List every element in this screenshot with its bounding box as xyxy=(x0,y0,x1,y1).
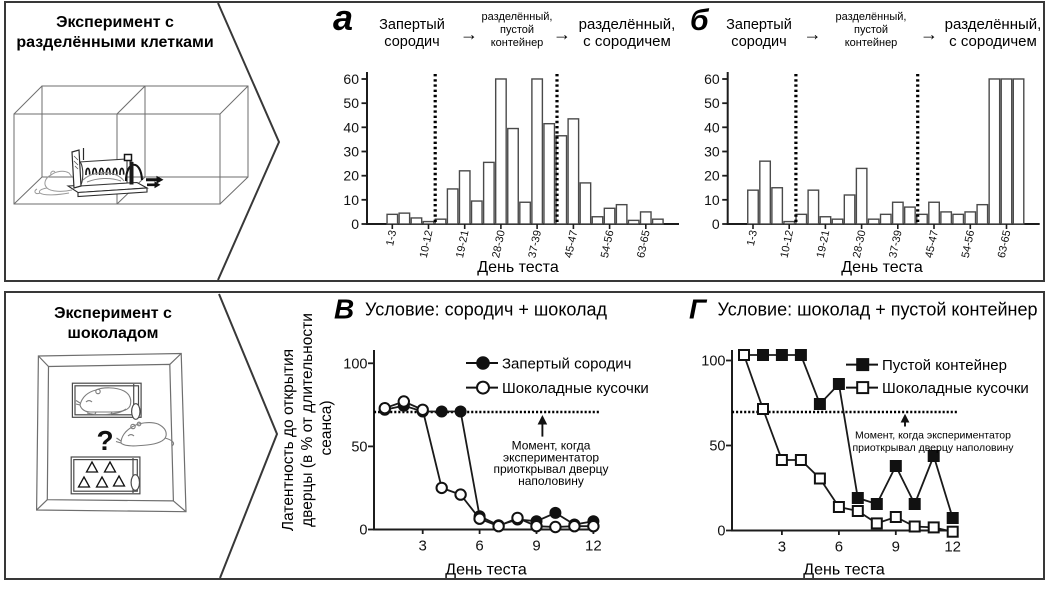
svg-text:приоткрывал дверцу наполовину: приоткрывал дверцу наполовину xyxy=(852,442,1014,454)
svg-text:→: → xyxy=(804,24,822,44)
svg-text:54-56: 54-56 xyxy=(960,229,978,259)
svg-text:День теста: День теста xyxy=(841,259,923,276)
svg-text:50: 50 xyxy=(704,95,720,111)
svg-text:б: б xyxy=(690,4,710,37)
svg-text:Запертый: Запертый xyxy=(726,17,792,33)
svg-text:37-39: 37-39 xyxy=(887,229,905,259)
svg-text:6: 6 xyxy=(475,538,483,555)
svg-text:63-65: 63-65 xyxy=(996,229,1014,259)
svg-text:разделённый,: разделённый, xyxy=(945,16,1042,33)
svg-text:→: → xyxy=(553,24,571,44)
svg-text:28-30: 28-30 xyxy=(490,229,508,259)
svg-text:40: 40 xyxy=(343,119,359,135)
svg-text:45-47: 45-47 xyxy=(923,229,941,259)
svg-text:дверцы (в % от длительности: дверцы (в % от длительности xyxy=(299,313,316,527)
svg-text:30: 30 xyxy=(704,144,720,160)
svg-text:30: 30 xyxy=(343,144,359,160)
svg-text:Пустой контейнер: Пустой контейнер xyxy=(882,357,1007,374)
svg-text:10: 10 xyxy=(343,192,359,208)
svg-text:пустой: пустой xyxy=(854,24,888,36)
svg-text:0: 0 xyxy=(712,216,720,232)
svg-text:100: 100 xyxy=(701,354,725,370)
svg-text:40: 40 xyxy=(704,119,720,135)
svg-text:контейнер: контейнер xyxy=(491,37,544,49)
svg-text:→: → xyxy=(920,24,938,44)
svg-text:а: а xyxy=(333,0,353,38)
svg-text:наполовину: наполовину xyxy=(518,474,584,488)
svg-text:разделёнными клетками: разделёнными клетками xyxy=(16,34,213,51)
svg-text:шоколадом: шоколадом xyxy=(68,325,159,342)
svg-text:19-21: 19-21 xyxy=(454,229,472,259)
svg-text:Эксперимент с: Эксперимент с xyxy=(56,14,174,31)
svg-text:День теста: День теста xyxy=(477,259,559,276)
svg-text:50: 50 xyxy=(709,439,725,455)
svg-text:12: 12 xyxy=(944,539,961,556)
svg-text:Момент, когда: Момент, когда xyxy=(512,439,591,453)
svg-text:100: 100 xyxy=(343,356,367,372)
svg-text:1-3: 1-3 xyxy=(745,229,760,247)
svg-text:с сородичем: с сородичем xyxy=(583,33,671,50)
svg-text:10-12: 10-12 xyxy=(418,229,436,259)
svg-text:37-39: 37-39 xyxy=(526,229,544,259)
svg-text:50: 50 xyxy=(351,439,367,455)
svg-text:1-3: 1-3 xyxy=(384,229,399,247)
svg-text:3: 3 xyxy=(778,539,786,556)
svg-text:Запертый сородич: Запертый сородич xyxy=(502,356,631,373)
svg-text:Эксперимент с: Эксперимент с xyxy=(54,305,172,322)
svg-text:сеанса): сеанса) xyxy=(318,400,335,455)
svg-text:сородич: сородич xyxy=(384,34,439,50)
svg-text:19-21: 19-21 xyxy=(815,229,833,259)
svg-text:Шоколадные кусочки: Шоколадные кусочки xyxy=(882,380,1029,397)
svg-text:Запертый: Запертый xyxy=(379,17,445,33)
svg-text:0: 0 xyxy=(717,524,725,540)
svg-text:9: 9 xyxy=(892,539,900,556)
svg-text:?: ? xyxy=(96,425,113,456)
svg-text:60: 60 xyxy=(704,71,720,87)
svg-text:10: 10 xyxy=(704,192,720,208)
svg-text:разделённый,: разделённый, xyxy=(579,16,676,33)
svg-text:приоткрывал дверцу: приоткрывал дверцу xyxy=(493,462,608,476)
svg-text:63-65: 63-65 xyxy=(635,229,653,259)
svg-text:В: В xyxy=(334,294,354,325)
svg-text:54-56: 54-56 xyxy=(599,229,617,259)
svg-text:с сородичем: с сородичем xyxy=(949,33,1037,50)
svg-text:0: 0 xyxy=(351,216,359,232)
svg-text:20: 20 xyxy=(704,168,720,184)
svg-text:20: 20 xyxy=(343,168,359,184)
svg-text:разделённый,: разделённый, xyxy=(482,11,553,23)
svg-text:контейнер: контейнер xyxy=(845,37,898,49)
svg-text:Латентность до открытия: Латентность до открытия xyxy=(280,349,297,531)
svg-text:разделённый,: разделённый, xyxy=(836,11,907,23)
svg-text:12: 12 xyxy=(585,538,602,555)
svg-text:Условие: шоколад + пустой конт: Условие: шоколад + пустой контейнер xyxy=(718,300,1038,320)
svg-text:→: → xyxy=(460,24,478,44)
svg-text:9: 9 xyxy=(532,538,540,555)
svg-text:3: 3 xyxy=(419,538,427,555)
svg-text:Момент, когда экспериментатор: Момент, когда экспериментатор xyxy=(855,430,1011,442)
svg-text:Шоколадные кусочки: Шоколадные кусочки xyxy=(502,380,649,397)
svg-text:28-30: 28-30 xyxy=(851,229,869,259)
svg-text:День теста: День теста xyxy=(803,562,885,579)
svg-text:45-47: 45-47 xyxy=(563,229,581,259)
svg-text:Условие: сородич + шоколад: Условие: сородич + шоколад xyxy=(365,300,608,320)
svg-text:10-12: 10-12 xyxy=(779,229,797,259)
svg-text:День теста: День теста xyxy=(445,562,527,579)
svg-text:сородич: сородич xyxy=(731,34,786,50)
svg-text:6: 6 xyxy=(835,539,843,556)
svg-text:60: 60 xyxy=(343,71,359,87)
svg-text:0: 0 xyxy=(359,523,367,539)
svg-text:50: 50 xyxy=(343,95,359,111)
svg-text:Г: Г xyxy=(689,294,708,325)
svg-text:пустой: пустой xyxy=(500,24,534,36)
svg-text:экспериментатор: экспериментатор xyxy=(503,450,599,464)
